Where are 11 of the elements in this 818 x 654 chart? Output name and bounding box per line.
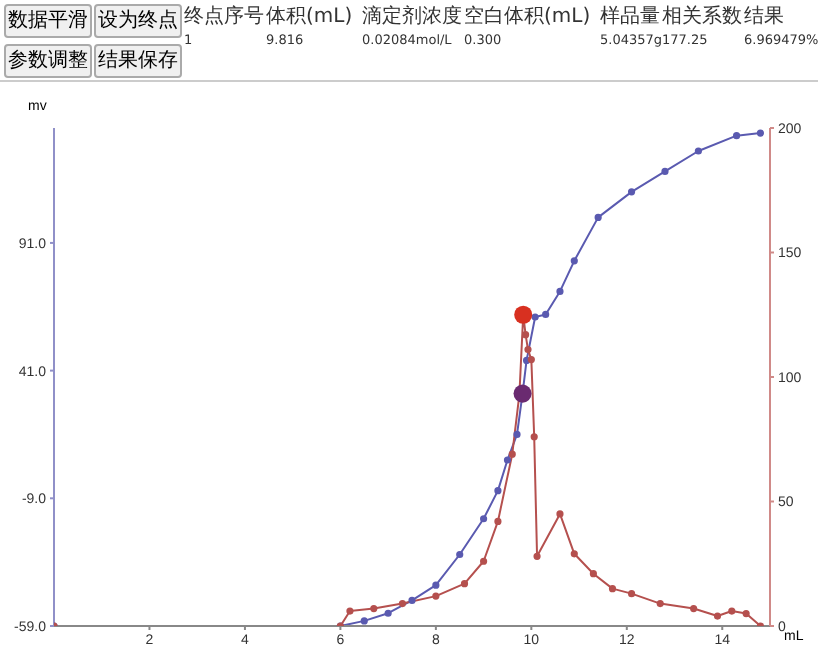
text: 设为终点	[94, 4, 182, 38]
text: 结果	[744, 3, 786, 30]
text: 结果保存	[94, 44, 182, 78]
text: 滴定剂浓度	[362, 3, 464, 30]
text: 参数调整	[4, 44, 92, 78]
text: 终点序号	[184, 3, 266, 30]
text: 数据平滑	[4, 4, 92, 38]
text: 体积(mL)	[266, 4, 355, 30]
text: 相关系数	[662, 3, 744, 30]
text: 样品量	[600, 3, 662, 30]
text: 空白体积(mL)	[464, 3, 593, 30]
